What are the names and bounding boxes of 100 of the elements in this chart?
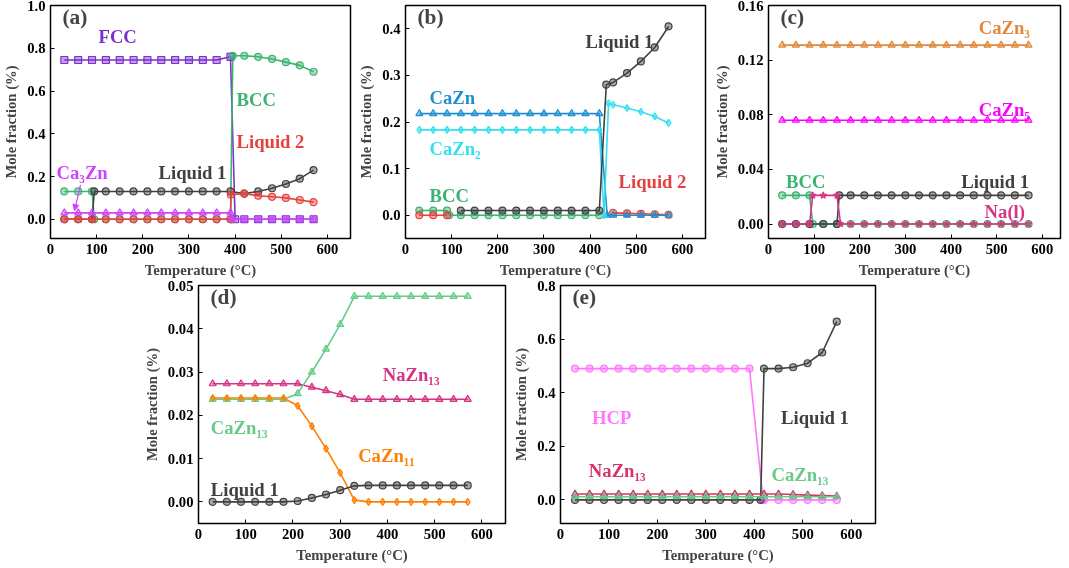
point	[157, 208, 166, 216]
x-tick-label: 400	[224, 240, 247, 257]
point	[143, 187, 152, 196]
point	[956, 191, 965, 200]
y-tick-label: 1.0	[27, 0, 46, 14]
point	[115, 55, 124, 65]
point	[860, 40, 869, 48]
point	[378, 481, 387, 490]
point	[294, 401, 301, 410]
point	[350, 291, 359, 299]
point	[730, 364, 740, 373]
point	[421, 394, 430, 402]
y-axis-title: Mole fraction (%)	[513, 347, 531, 462]
x-tick-label: 0	[764, 240, 773, 257]
point	[484, 206, 493, 215]
point	[687, 364, 696, 373]
point	[415, 108, 424, 117]
point	[208, 379, 217, 387]
point	[279, 379, 288, 387]
point	[643, 364, 652, 373]
point	[805, 115, 814, 123]
point	[526, 108, 535, 117]
point	[251, 379, 260, 387]
x-tick-label: 500	[423, 525, 446, 542]
x-axis-title: Temperature (°C)	[662, 546, 774, 564]
y-tick-label: 0.01	[167, 450, 194, 467]
point	[429, 108, 438, 117]
point	[1010, 40, 1019, 48]
point	[212, 55, 221, 65]
point	[942, 115, 951, 123]
point	[129, 208, 138, 216]
y-tick-label: 0.03	[167, 364, 194, 381]
x-axis-title: Temperature (°C)	[144, 261, 257, 279]
y-axis-title: Mole fraction (%)	[713, 65, 731, 179]
point	[818, 348, 827, 357]
point	[321, 344, 331, 352]
x-tick-label: 100	[234, 525, 257, 542]
y-tick-label: 0.2	[382, 114, 401, 130]
point	[470, 108, 479, 117]
x-tick-label: 0	[401, 240, 410, 257]
series-label: CaZn₂	[429, 138, 482, 160]
x-tick-label: 500	[791, 525, 814, 542]
point	[609, 78, 618, 87]
point	[463, 481, 472, 490]
y-tick-label: 0.6	[537, 331, 556, 348]
point	[184, 187, 194, 196]
point	[198, 187, 207, 196]
point	[378, 291, 387, 299]
point	[456, 206, 465, 215]
series-label: BCC	[429, 184, 469, 206]
y-tick-label: 0.3	[382, 67, 401, 84]
y-tick-label: 0.1	[382, 160, 401, 177]
point	[307, 382, 316, 390]
point	[969, 115, 978, 123]
point	[171, 187, 180, 196]
point	[101, 208, 110, 216]
x-tick-label: 0	[194, 525, 203, 542]
point	[350, 481, 359, 490]
point	[240, 51, 249, 60]
point	[901, 40, 910, 48]
series-label: Liquid 1	[781, 407, 849, 429]
series-label: Liquid 2	[618, 170, 687, 192]
point	[74, 55, 83, 65]
point	[115, 187, 124, 196]
point	[295, 195, 304, 205]
point	[887, 115, 896, 123]
y-axis-title: Mole fraction (%)	[143, 347, 161, 462]
point	[456, 108, 465, 117]
y-tick-label: 0.2	[27, 168, 46, 185]
point	[672, 364, 681, 373]
point	[171, 55, 180, 65]
point	[422, 497, 429, 506]
x-tick-label: 100	[440, 240, 463, 257]
point	[956, 40, 965, 48]
point	[157, 187, 166, 196]
x-tick-label: 200	[131, 240, 154, 257]
point	[791, 40, 800, 48]
point	[658, 364, 667, 373]
point	[392, 291, 401, 299]
series-label: CaZn₁₃	[210, 416, 268, 438]
series-label: FCC	[98, 26, 137, 48]
point	[406, 394, 416, 402]
x-tick-label: 0	[46, 240, 55, 257]
y-tick-label: 0.05	[167, 277, 194, 294]
point	[942, 191, 951, 200]
chart-title: (d)	[210, 284, 237, 309]
x-tick-label: 400	[579, 240, 602, 257]
point	[226, 208, 235, 216]
point	[873, 191, 883, 200]
series-label: BCC	[236, 89, 276, 111]
point	[87, 208, 97, 216]
point	[198, 55, 207, 65]
point	[778, 115, 787, 123]
point	[415, 211, 424, 220]
x-axis-title: Temperature (°C)	[858, 261, 971, 279]
point	[860, 115, 869, 123]
point	[629, 364, 638, 373]
point	[832, 115, 842, 123]
y-tick-label: 0.04	[737, 161, 765, 178]
x-tick-label: 300	[894, 240, 917, 257]
